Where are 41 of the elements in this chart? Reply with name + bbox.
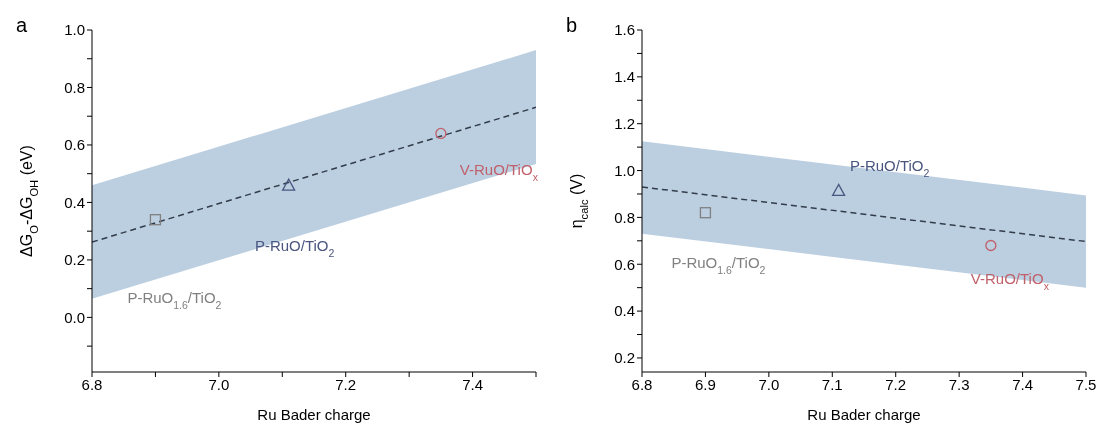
x-tick-label: 6.9	[695, 375, 716, 393]
x-axis-title: Ru Bader charge	[807, 406, 921, 423]
text: P-RuO/TiO$_{2}$	[254, 237, 335, 260]
x-tick-label: 7.0	[758, 375, 780, 393]
series-label: P-RuO/TiO$_{2}$	[849, 157, 930, 180]
y-tick-label: 0.6	[614, 255, 635, 273]
x-tick-label: 6.8	[81, 375, 103, 393]
y-tick-label: 0.8	[64, 78, 85, 96]
y-tick-label: 1.2	[614, 115, 635, 133]
text: P-RuO$_{1.6}$/TiO$_{2}$	[127, 288, 222, 311]
y-tick-label: 0.8	[614, 208, 635, 226]
y-tick-label: 1.0	[64, 21, 85, 39]
y-tick-label: 0.2	[614, 349, 635, 367]
x-tick-label: 7.1	[821, 375, 843, 393]
y-tick-label: 1.0	[614, 161, 635, 179]
point	[831, 183, 846, 197]
y-tick-label: 0.6	[64, 136, 85, 154]
y-tick-label: 0.0	[64, 308, 85, 326]
point	[435, 127, 447, 140]
y-tick-label: 1.6	[614, 21, 635, 39]
x-tick-label: 7.4	[1012, 375, 1033, 393]
y-tick-label: 0.2	[64, 251, 85, 269]
chart-title: b	[566, 14, 578, 37]
y-tick-label: 1.4	[614, 68, 635, 86]
text: P-RuO$_{1.6}$/TiO$_{2}$	[671, 253, 766, 276]
x-tick-label: 7.0	[208, 375, 230, 393]
y-tick-label: 0.4	[614, 302, 635, 320]
x-tick-label: 7.4	[462, 375, 483, 393]
x-tick-label: 6.8	[631, 375, 653, 393]
point	[699, 207, 712, 219]
y-tick-label: 0.4	[64, 193, 85, 211]
series-label: V-RuO/TiO$_{x}$	[970, 269, 1050, 292]
x-tick-label: 7.5	[1075, 375, 1097, 393]
chart-title: a	[16, 14, 28, 37]
x-tick-label: 7.2	[885, 375, 907, 393]
x-axis-title: Ru Bader charge	[257, 406, 371, 423]
x-tick-label: 7.3	[948, 375, 970, 393]
x-tick-label: 7.2	[335, 375, 357, 393]
point	[281, 178, 296, 191]
point	[149, 214, 162, 226]
point	[985, 239, 997, 252]
